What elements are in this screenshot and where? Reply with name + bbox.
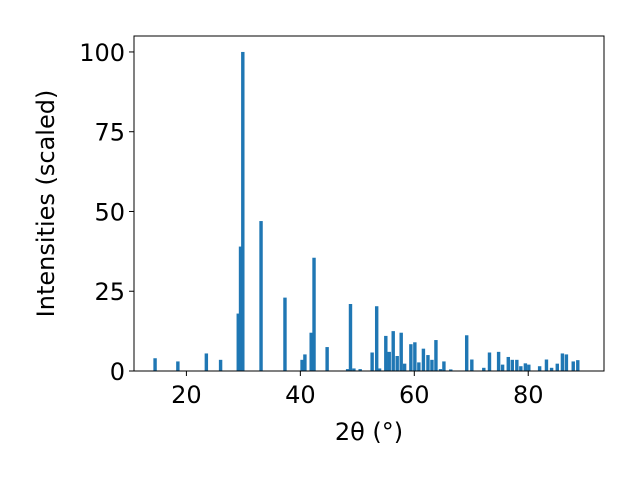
bar — [345, 369, 350, 371]
bar — [358, 369, 362, 371]
y-axis-label: Intensities (scaled) — [32, 90, 60, 318]
bar — [204, 353, 209, 371]
bar — [399, 332, 403, 371]
bar — [377, 368, 382, 371]
x-tick-label: 20 — [171, 381, 202, 409]
bar — [510, 359, 514, 371]
bar — [576, 360, 580, 371]
bar — [527, 364, 531, 371]
x-tick-label: 60 — [399, 381, 430, 409]
bar — [312, 257, 316, 371]
bar — [515, 359, 519, 371]
bar — [413, 342, 417, 371]
bar — [555, 363, 559, 371]
bar — [506, 356, 510, 371]
bar — [560, 353, 565, 371]
bar — [434, 340, 438, 371]
bar — [470, 359, 474, 371]
bar — [300, 359, 304, 371]
bar — [309, 332, 313, 371]
bar — [487, 352, 492, 371]
bar — [421, 348, 426, 371]
y-tick-label: 0 — [110, 358, 125, 386]
bar — [409, 344, 413, 371]
bar — [442, 361, 446, 371]
x-axis-label: 2θ (°) — [335, 418, 403, 446]
bar — [438, 369, 443, 371]
bar — [519, 366, 523, 371]
bar — [384, 335, 388, 371]
bar — [153, 358, 157, 371]
bar — [176, 361, 180, 371]
x-axis-ticks: 20 40 60 80 — [171, 371, 544, 409]
bar — [402, 363, 407, 371]
bar — [303, 354, 307, 371]
bar — [238, 246, 243, 371]
bar — [218, 359, 223, 371]
bar-series — [153, 51, 580, 371]
bar — [571, 361, 575, 371]
x-tick-label: 40 — [285, 381, 316, 409]
bar — [426, 355, 430, 371]
bar — [482, 367, 486, 371]
y-axis-ticks: 0 25 50 75 100 — [79, 39, 134, 386]
bar — [236, 313, 240, 371]
bar — [283, 297, 287, 371]
bar — [241, 51, 245, 371]
bar — [348, 304, 353, 371]
bar — [449, 369, 453, 371]
y-tick-label: 25 — [94, 278, 125, 306]
bar — [537, 366, 542, 371]
bar — [352, 368, 356, 371]
bar — [391, 331, 395, 371]
y-tick-label: 100 — [79, 39, 125, 67]
bar — [500, 364, 505, 371]
y-tick-label: 75 — [94, 119, 125, 147]
bar — [523, 363, 528, 371]
bar — [496, 351, 501, 371]
x-tick-label: 80 — [513, 381, 544, 409]
bar — [417, 362, 421, 371]
plot-frame — [133, 35, 605, 372]
bar — [395, 356, 399, 371]
bar — [370, 352, 374, 371]
y-tick-label: 50 — [94, 198, 125, 226]
bar — [374, 306, 379, 371]
bar — [387, 351, 391, 371]
bar — [259, 221, 263, 371]
bar — [549, 367, 554, 371]
bar — [430, 359, 434, 371]
bar — [325, 347, 329, 371]
bar — [564, 354, 569, 371]
bar — [544, 359, 549, 371]
bar — [464, 335, 469, 371]
